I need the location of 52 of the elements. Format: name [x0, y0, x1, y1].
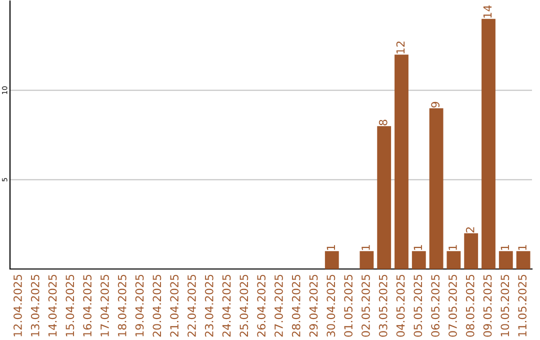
- data-label: 1: [448, 245, 457, 250]
- x-tick-label: 14.04.2025: [48, 274, 57, 336]
- x-tick-label: 04.05.2025: [396, 274, 405, 337]
- data-label: 12: [396, 42, 405, 54]
- bar: [412, 251, 426, 269]
- x-tick-label: 03.05.2025: [378, 274, 388, 337]
- data-label: 8: [378, 120, 388, 126]
- x-tick-label: 29.04.2025: [309, 274, 318, 337]
- bar: [429, 108, 444, 269]
- x-tick-label: 15.04.2025: [66, 274, 74, 336]
- x-tick-label: 22.04.2025: [188, 274, 196, 337]
- bar: [516, 251, 530, 269]
- bar: [360, 251, 374, 269]
- x-tick-label: 05.05.2025: [414, 274, 422, 337]
- x-tick-label: 11.05.2025: [518, 274, 527, 336]
- x-tick-label: 16.04.2025: [83, 274, 92, 336]
- x-tick-label: 07.05.2025: [448, 274, 457, 337]
- data-label: 2: [466, 227, 474, 232]
- data-label: 1: [518, 245, 526, 250]
- bar: [446, 251, 461, 269]
- x-tick-label: 30.04.2025: [326, 274, 336, 337]
- x-tick-label: 06.05.2025: [431, 274, 440, 337]
- bar: [377, 126, 392, 269]
- data-label: 1: [500, 245, 509, 250]
- data-label: 1: [362, 245, 370, 250]
- x-tick-label: 13.04.2025: [30, 274, 40, 336]
- x-tick-label: 12.04.2025: [14, 274, 22, 336]
- x-tick-label: 20.04.2025: [152, 274, 162, 337]
- x-tick-label: 09.05.2025: [483, 274, 492, 337]
- data-label: 9: [431, 102, 440, 108]
- x-tick-label: 08.05.2025: [466, 274, 474, 337]
- x-tick-label: 18.04.2025: [118, 274, 126, 336]
- x-tick-label: 24.04.2025: [222, 274, 231, 337]
- x-tick-label: 26.04.2025: [257, 274, 266, 337]
- data-label: 14: [483, 5, 492, 18]
- x-tick-label: 25.04.2025: [240, 274, 248, 337]
- bar: [498, 251, 513, 269]
- bar: [394, 54, 408, 269]
- bar: [482, 18, 496, 269]
- bar: [324, 251, 339, 269]
- x-tick-label: 21.04.2025: [170, 274, 179, 337]
- x-tick-label: 23.04.2025: [204, 274, 214, 337]
- x-tick-label: 27.04.2025: [274, 274, 283, 337]
- data-label: 1: [326, 245, 335, 250]
- x-tick-label: 02.05.2025: [362, 274, 370, 337]
- x-tick-label: 28.04.2025: [292, 274, 300, 337]
- x-tick-label: 10.05.2025: [500, 274, 510, 336]
- data-label: 1: [414, 245, 422, 250]
- x-tick-label: 19.04.2025: [135, 274, 144, 336]
- x-tick-label: 01.05.2025: [344, 274, 353, 337]
- bar: [464, 233, 478, 269]
- x-tick-label: 17.04.2025: [100, 274, 109, 336]
